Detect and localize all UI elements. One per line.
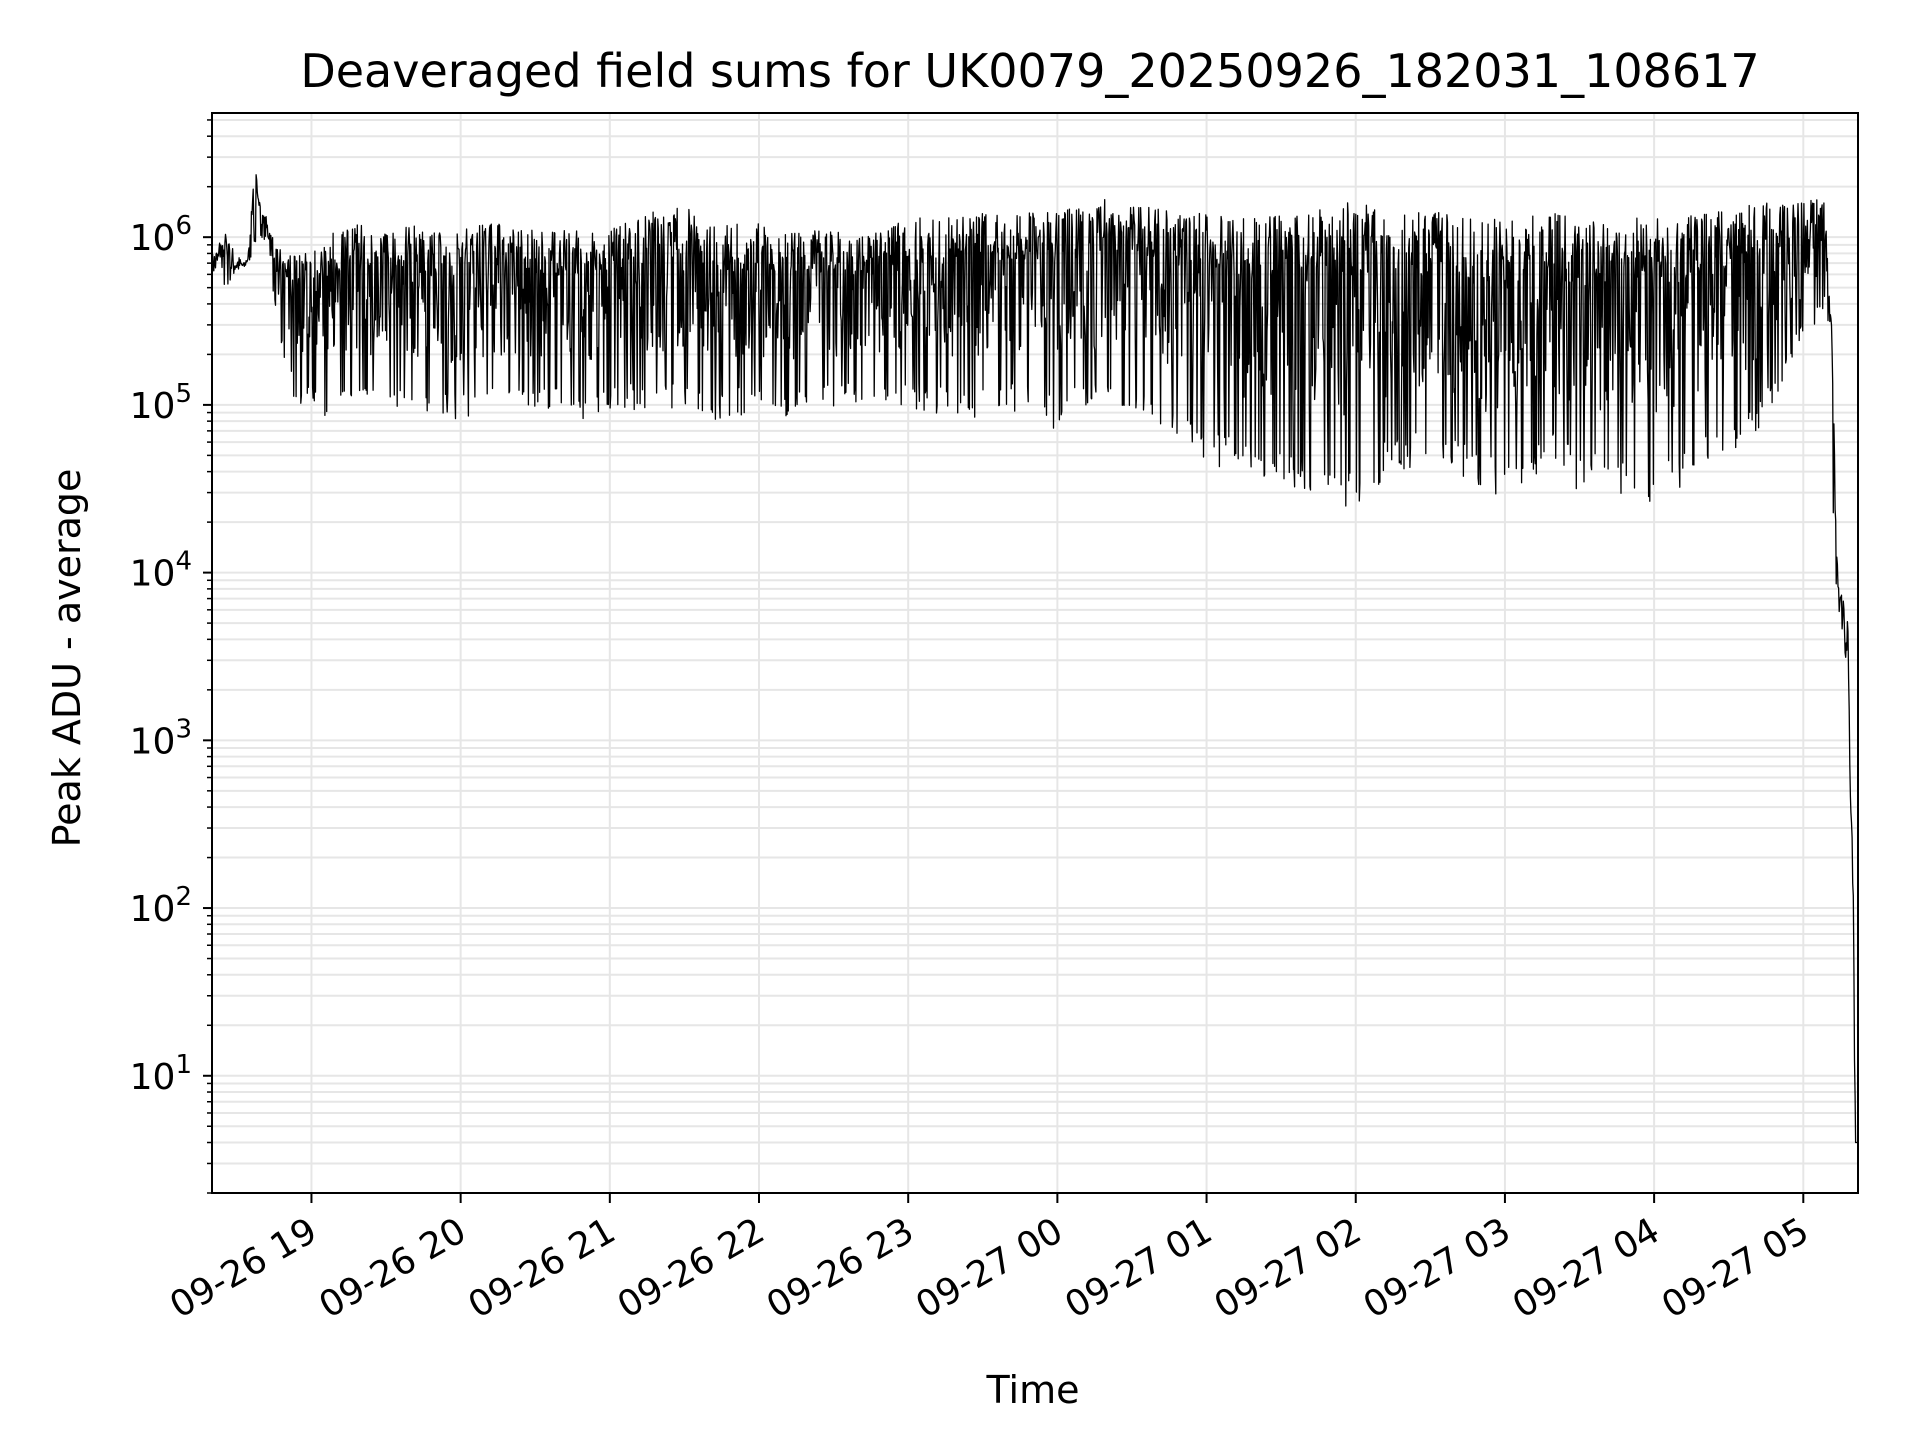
y-tick-label: 105 [130, 379, 192, 427]
x-axis-label: Time [986, 1368, 1080, 1412]
x-tick-label: 09-27 02 [1208, 1210, 1369, 1326]
x-tick-label: 09-26 20 [312, 1210, 473, 1326]
y-axis-label: Peak ADU - average [45, 469, 89, 848]
y-tick-label: 104 [130, 547, 192, 595]
x-tick-label: 09-27 00 [909, 1210, 1070, 1326]
x-tick-label: 09-26 23 [760, 1210, 921, 1326]
y-tick-label: 102 [130, 882, 192, 930]
x-tick-label: 09-27 05 [1655, 1210, 1816, 1326]
y-tick-label: 103 [130, 714, 192, 762]
x-tick-label: 09-26 19 [163, 1210, 324, 1326]
plot-frame [211, 112, 1859, 1194]
chart-title: Deaveraged field sums for UK0079_2025092… [300, 44, 1759, 98]
x-tick-label: 09-26 22 [611, 1210, 772, 1326]
series-line [211, 174, 1859, 1144]
x-tick-label: 09-27 04 [1506, 1210, 1667, 1326]
x-tick-label: 09-27 03 [1357, 1210, 1518, 1326]
y-tick-label: 106 [130, 211, 192, 259]
x-tick-label: 09-27 01 [1058, 1210, 1219, 1326]
y-tick-label: 101 [130, 1050, 192, 1098]
data-layer [211, 174, 1859, 1144]
x-tick-label: 09-26 21 [462, 1210, 623, 1326]
